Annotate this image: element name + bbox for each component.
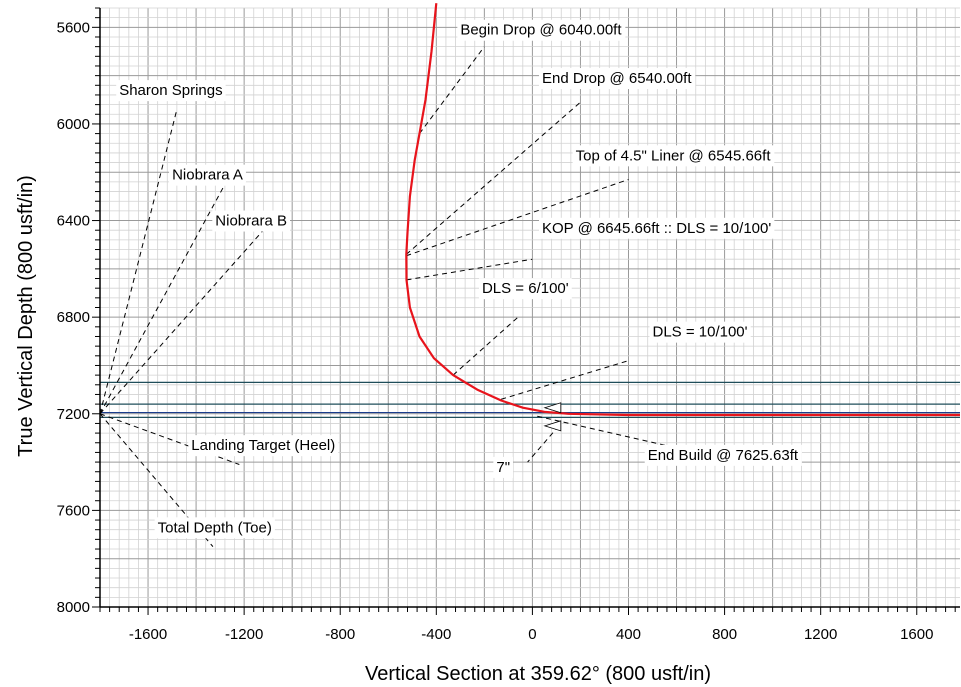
annotation-label: Sharon Springs: [116, 80, 226, 102]
x-tick-label: 1200: [804, 626, 837, 643]
annotation-leaders: [99, 46, 687, 547]
wellbore-series: [405, 3, 960, 417]
annotation-label-bg: [493, 456, 514, 478]
formation-lines: [100, 381, 960, 418]
annotation-label-bg: [457, 19, 626, 41]
annotation-label: Begin Drop @ 6040.00ft: [457, 19, 626, 41]
x-tick-label: -800: [325, 626, 355, 643]
annotation-label-bg: [212, 210, 291, 232]
annotation-label-bg: [116, 80, 226, 102]
x-tick-label: -400: [421, 626, 451, 643]
annotation-labels: Begin Drop @ 6040.00ft End Drop @ 6540.00…: [116, 19, 802, 539]
annotation-label: DLS = 6/100': [478, 278, 572, 300]
annotation-label: Total Depth (Toe): [154, 517, 275, 539]
annotation-label-text: End Build @ 7625.63ft: [648, 447, 799, 464]
annotation-label-text: Landing Target (Heel): [191, 437, 335, 454]
y-tick-label: 5600: [57, 19, 90, 36]
annotation-label: End Drop @ 6540.00ft: [539, 68, 696, 90]
annotation-label: End Build @ 7625.63ft: [644, 444, 802, 466]
annotation-label-text: KOP @ 6645.66ft :: DLS = 10/100': [542, 220, 771, 237]
y-tick-label: 6000: [57, 116, 90, 133]
annotation-label: Niobrara B: [212, 210, 291, 232]
casing-marker: [543, 420, 562, 432]
x-tick-label: -1200: [225, 626, 263, 643]
annotation-label-bg: [572, 145, 775, 167]
annotation-label-text: Top of 4.5" Liner @ 6545.66ft: [576, 147, 772, 164]
chart-grid: [99, 7, 960, 608]
annotation-leader-line: [537, 415, 687, 451]
annotation-label: DLS = 10/100': [649, 321, 751, 343]
y-axis-title: True Vertical Depth (800 usft/in): [15, 175, 37, 457]
annotation-label-text: 7": [496, 459, 510, 476]
annotation-label-text: Begin Drop @ 6040.00ft: [460, 22, 622, 39]
casing-marker: [543, 402, 562, 414]
annotation-leader-line: [99, 413, 240, 465]
x-tick-label: 1600: [900, 626, 933, 643]
y-tick-label: 6400: [57, 213, 90, 230]
annotation-label-text: Niobrara B: [215, 213, 287, 230]
annotation-label-bg: [539, 217, 775, 239]
wellbore-path-line: [405, 3, 960, 417]
annotation-label-bg: [539, 68, 696, 90]
annotation-label-text: Sharon Springs: [119, 82, 222, 99]
annotation-leader-line: [99, 184, 226, 415]
annotation-label-bg: [649, 321, 751, 343]
annotation-leader-line: [406, 179, 629, 257]
annotation-label: Niobrara A: [169, 164, 246, 186]
y-tick-label: 7600: [57, 502, 90, 519]
annotation-leader-line: [406, 258, 533, 281]
annotation-leader-line: [99, 229, 264, 415]
annotation-leader-line: [99, 109, 178, 414]
x-tick-label: 0: [528, 626, 536, 643]
x-tick-label: 400: [616, 626, 641, 643]
annotation-label: Top of 4.5" Liner @ 6545.66ft: [572, 145, 775, 167]
annotation-label-bg: [169, 164, 246, 186]
casing-markers: [543, 402, 562, 432]
annotation-label: 7": [493, 456, 514, 478]
chart-axes: -1600 -1200 -800 -400 0 400 800 1200 1600 5600 600…: [57, 7, 960, 643]
y-tick-label: 8000: [57, 599, 90, 616]
y-tick-label: 6800: [57, 309, 90, 326]
x-tick-label: 800: [712, 626, 737, 643]
x-tick-label: -1600: [129, 626, 167, 643]
annotation-leader-line: [405, 101, 581, 255]
annotation-label-text: Total Depth (Toe): [158, 519, 272, 536]
annotation-label-text: Niobrara A: [172, 167, 243, 184]
annotation-leader-line: [501, 360, 629, 400]
annotation-label: KOP @ 6645.66ft :: DLS = 10/100': [539, 217, 775, 239]
y-tick-label: 7200: [57, 406, 90, 423]
annotation-label-text: DLS = 10/100': [653, 324, 748, 341]
annotation-leader-line: [419, 46, 485, 134]
x-axis-title: Vertical Section at 359.62° (800 usft/in…: [365, 663, 711, 685]
annotation-label-bg: [478, 278, 572, 300]
annotation-label-bg: [644, 444, 802, 466]
annotation-label-text: End Drop @ 6540.00ft: [542, 70, 692, 87]
annotation-label: Landing Target (Heel): [188, 435, 339, 457]
annotation-label-bg: [188, 435, 339, 457]
annotation-leader-line: [452, 316, 519, 376]
annotation-label-text: DLS = 6/100': [482, 280, 569, 297]
annotation-label-bg: [154, 517, 275, 539]
annotation-leader-line: [527, 425, 560, 463]
